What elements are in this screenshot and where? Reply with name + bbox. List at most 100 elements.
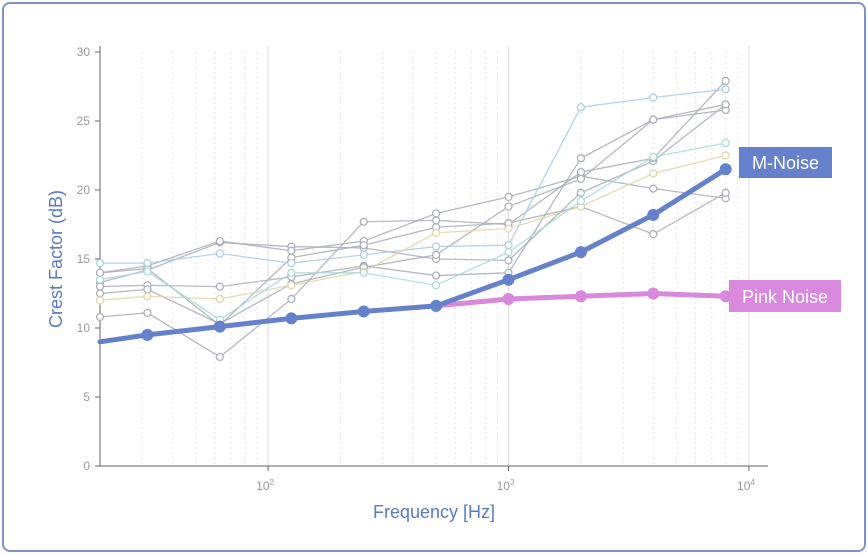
x-tick-exponent: 4 xyxy=(750,478,755,487)
reference-9-point xyxy=(432,281,441,290)
reference-7-point xyxy=(504,241,513,250)
reference-8-point xyxy=(95,296,105,305)
pink-noise-point xyxy=(647,287,660,300)
reference-4-line xyxy=(99,80,727,358)
reference-9-point xyxy=(95,275,105,284)
x-tick-label: 103 xyxy=(497,478,515,493)
reference-8-point xyxy=(215,294,224,304)
reference-8-point xyxy=(504,224,513,233)
y-tick-label: 30 xyxy=(77,45,91,59)
reference-6-point xyxy=(721,188,730,197)
reference-9-point xyxy=(576,196,585,206)
y-tick-label: 5 xyxy=(83,390,90,404)
reference-7-point xyxy=(576,103,585,112)
y-tick-label: 20 xyxy=(77,183,91,197)
reference-8-point xyxy=(649,169,658,178)
reference-9-point xyxy=(504,248,513,257)
reference-3-point xyxy=(576,154,585,163)
reference-7-point xyxy=(95,259,105,268)
reference-8-point xyxy=(143,292,152,301)
reference-4-point xyxy=(576,167,585,177)
reference-6-line xyxy=(99,192,727,326)
reference-3-point xyxy=(432,271,441,280)
m-noise-point xyxy=(647,208,660,221)
reference-4-point xyxy=(359,217,368,226)
x-axis-title: Frequency [Hz] xyxy=(373,502,495,522)
pink-noise-callout-bg xyxy=(729,280,841,312)
y-tick-label: 0 xyxy=(83,459,90,473)
reference-4-point xyxy=(287,294,296,304)
reference-9-line xyxy=(99,142,727,321)
y-tick-label: 25 xyxy=(77,114,91,128)
reference-2-point xyxy=(649,184,658,193)
pink-noise-point xyxy=(574,290,587,303)
reference-1-line xyxy=(99,103,727,284)
reference-6-point xyxy=(359,241,368,250)
reference-9-point xyxy=(721,138,730,148)
reference-6-point xyxy=(649,230,658,239)
reference-9-point xyxy=(287,268,296,277)
reference-5-point xyxy=(576,174,585,184)
x-tick-label: 104 xyxy=(737,478,755,493)
reference-4-point xyxy=(432,216,441,225)
pink-noise-point xyxy=(502,293,515,306)
reference-8-point xyxy=(432,228,441,237)
reference-4-point xyxy=(95,312,105,322)
reference-5-point xyxy=(649,115,658,124)
reference-3-point xyxy=(95,282,105,291)
reference-2-point xyxy=(504,192,513,201)
reference-5-point xyxy=(143,285,152,294)
reference-7-point xyxy=(215,249,224,258)
x-tick-label: 102 xyxy=(256,478,274,493)
reference-3-line xyxy=(99,109,727,288)
reference-5-point xyxy=(504,202,513,211)
m-noise-point xyxy=(719,163,732,176)
reference-8-point xyxy=(287,281,296,290)
reference-series xyxy=(95,76,730,362)
reference-9-point xyxy=(143,267,152,276)
m-noise-callout: M-Noise xyxy=(739,147,832,178)
m-noise-point xyxy=(141,328,154,341)
highlight-series xyxy=(97,163,732,345)
pink-noise-callout: Pink Noise xyxy=(729,280,841,312)
reference-3-point xyxy=(215,282,224,291)
reference-7-line xyxy=(99,88,727,264)
x-tick-exponent: 2 xyxy=(270,478,275,487)
reference-5-line xyxy=(99,103,727,325)
m-noise-point xyxy=(430,299,443,312)
axes xyxy=(95,46,768,471)
m-noise-point xyxy=(502,273,515,286)
reference-7-point xyxy=(287,259,296,268)
reference-4-point xyxy=(143,308,152,317)
reference-5-point xyxy=(432,250,441,259)
y-axis-title: Crest Factor (dB) xyxy=(46,190,66,328)
reference-2-point xyxy=(287,246,296,255)
reference-5-point xyxy=(721,100,730,109)
reference-4-point xyxy=(721,76,730,86)
m-noise-point xyxy=(213,320,226,333)
reference-2-point xyxy=(432,209,441,218)
m-noise-callout-bg xyxy=(739,147,832,178)
reference-5-point xyxy=(95,289,105,298)
reference-9-point xyxy=(649,152,658,161)
m-noise-point xyxy=(285,312,298,325)
m-noise-point xyxy=(574,246,587,259)
m-noise-label: M-Noise xyxy=(752,153,819,173)
reference-7-point xyxy=(143,259,152,268)
reference-7-point xyxy=(721,85,730,94)
reference-2-point xyxy=(215,236,224,246)
m-noise-line xyxy=(97,166,729,345)
reference-4-point xyxy=(215,352,224,362)
y-tick-label: 10 xyxy=(77,321,91,335)
reference-8-point xyxy=(721,151,730,160)
reference-7-point xyxy=(649,93,658,102)
x-tick-exponent: 3 xyxy=(510,478,515,487)
tick-labels: 102 103 104 0 5 10 15 20 25 30 xyxy=(77,45,756,493)
reference-9-point xyxy=(359,268,368,277)
reference-6-point xyxy=(95,268,105,277)
reference-1-point xyxy=(504,256,513,265)
y-tick-label: 15 xyxy=(77,252,91,266)
reference-7-point xyxy=(359,250,368,259)
pink-noise-label: Pink Noise xyxy=(742,287,828,307)
